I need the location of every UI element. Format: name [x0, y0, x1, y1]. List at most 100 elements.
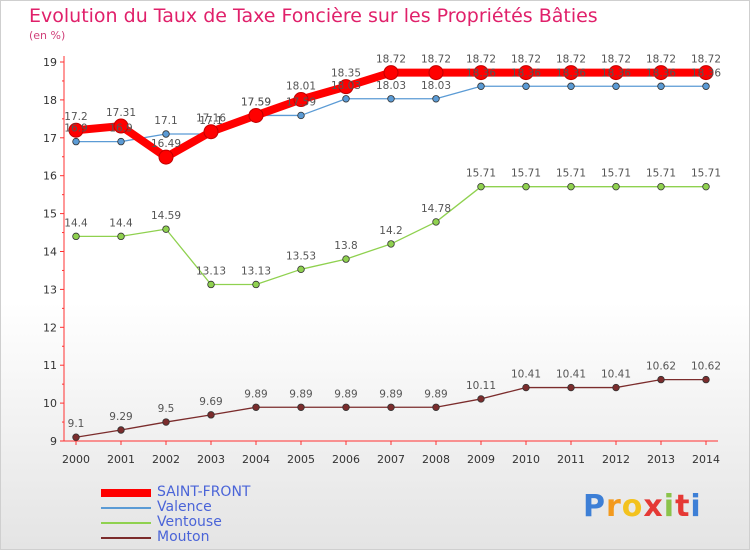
data-point-valence [72, 137, 80, 146]
data-label-mouton: 10.11 [466, 380, 496, 392]
data-point-ventouse [72, 232, 80, 241]
legend-label: Valence [157, 499, 212, 515]
y-tick-label: 9 [50, 435, 57, 448]
legend-item: Valence [101, 500, 361, 515]
data-point-saint-front [473, 65, 489, 81]
data-point-mouton [567, 383, 575, 392]
logo-letter: i [663, 489, 676, 524]
legend-label: SAINT-FRONT [157, 484, 251, 500]
data-label-saint-front: 18.72 [466, 54, 496, 66]
y-tick-label: 10 [43, 397, 57, 410]
data-label-mouton: 9.89 [334, 388, 357, 400]
data-label-saint-front: 17.16 [196, 113, 226, 125]
data-label-saint-front: 17.2 [64, 111, 87, 123]
data-label-mouton: 9.5 [158, 403, 175, 415]
logo-letter: r [606, 489, 622, 524]
data-label-mouton: 10.62 [646, 361, 676, 373]
data-point-valence [162, 130, 170, 138]
data-label-saint-front: 18.72 [421, 54, 451, 66]
data-point-saint-front [113, 118, 129, 134]
data-point-saint-front [518, 65, 534, 81]
y-tick-label: 15 [43, 208, 57, 221]
legend-label: Ventouse [157, 514, 222, 530]
y-tick-label: 19 [43, 56, 57, 69]
data-label-valence: 17.59 [241, 96, 271, 108]
data-label-saint-front: 18.72 [601, 54, 631, 66]
data-label-ventouse: 14.2 [379, 225, 402, 237]
data-point-saint-front [203, 124, 219, 140]
data-label-ventouse: 14.78 [421, 203, 451, 215]
x-tick-label: 2003 [197, 453, 225, 466]
data-label-valence: 16.9 [64, 123, 87, 135]
data-point-valence [612, 82, 620, 90]
data-point-ventouse [387, 240, 395, 248]
data-label-mouton: 9.89 [424, 388, 447, 400]
x-tick-label: 2005 [287, 453, 315, 466]
data-point-mouton [657, 375, 665, 384]
series-line-valence [76, 85, 706, 143]
data-label-mouton: 10.62 [691, 361, 721, 373]
data-point-mouton [522, 383, 530, 392]
data-label-saint-front: 16.49 [151, 138, 181, 150]
data-label-mouton: 10.41 [601, 369, 631, 381]
data-point-mouton [297, 403, 305, 411]
data-label-ventouse: 15.71 [646, 168, 676, 180]
data-point-mouton [342, 403, 350, 411]
data-point-valence [387, 95, 395, 103]
data-point-ventouse [432, 218, 440, 226]
data-label-valence: 18.36 [601, 67, 631, 79]
data-point-ventouse [612, 182, 620, 191]
data-point-ventouse [117, 232, 125, 241]
legend-swatch [101, 507, 151, 509]
legend-swatch [101, 522, 151, 524]
x-tick-label: 2009 [467, 453, 495, 466]
x-tick-label: 2008 [422, 453, 450, 466]
data-point-valence [567, 82, 575, 90]
data-point-saint-front [158, 149, 174, 165]
data-point-saint-front [563, 65, 579, 81]
data-label-saint-front: 18.35 [331, 68, 361, 80]
data-label-valence: 16.9 [109, 123, 132, 135]
data-point-valence [477, 82, 485, 90]
data-point-mouton [387, 403, 395, 411]
data-label-ventouse: 15.71 [601, 168, 631, 180]
y-tick-label: 16 [43, 170, 57, 183]
legend-item: Ventouse [101, 515, 361, 530]
data-label-valence: 18.03 [421, 80, 451, 92]
x-tick-label: 2001 [107, 453, 135, 466]
legend-swatch [101, 489, 151, 497]
x-tick-label: 2000 [62, 453, 90, 466]
data-label-mouton: 9.89 [379, 388, 402, 400]
chart-legend: SAINT-FRONT Valence Ventouse Mouton [101, 485, 361, 545]
x-tick-label: 2011 [557, 453, 585, 466]
chart-subtitle: (en %) [29, 29, 66, 42]
data-label-valence: 18.03 [331, 80, 361, 92]
data-label-saint-front: 18.72 [691, 54, 721, 66]
x-tick-label: 2006 [332, 453, 360, 466]
x-tick-label: 2014 [692, 453, 720, 466]
data-point-valence [702, 82, 710, 90]
data-label-ventouse: 15.71 [511, 168, 541, 180]
data-label-mouton: 9.1 [68, 418, 85, 430]
data-point-saint-front [653, 65, 669, 81]
data-point-saint-front [383, 65, 399, 81]
data-point-mouton [432, 403, 440, 411]
data-point-saint-front [428, 65, 444, 81]
data-point-valence [657, 82, 665, 90]
data-point-ventouse [342, 255, 350, 263]
data-label-ventouse: 13.13 [196, 265, 226, 277]
data-label-mouton: 9.89 [244, 388, 267, 400]
data-label-saint-front: 17.59 [241, 96, 271, 108]
data-label-ventouse: 13.8 [334, 240, 357, 252]
x-tick-label: 2004 [242, 453, 270, 466]
chart-title: Evolution du Taux de Taxe Foncière sur l… [29, 5, 598, 27]
proxiti-logo: Proxiti [583, 489, 702, 524]
data-point-mouton [117, 426, 125, 434]
logo-letter: o [621, 489, 644, 524]
y-tick-label: 13 [43, 283, 57, 296]
data-point-mouton [477, 395, 485, 403]
data-label-valence: 18.36 [556, 67, 586, 79]
data-label-ventouse: 13.53 [286, 250, 316, 262]
logo-letter: P [583, 489, 606, 524]
